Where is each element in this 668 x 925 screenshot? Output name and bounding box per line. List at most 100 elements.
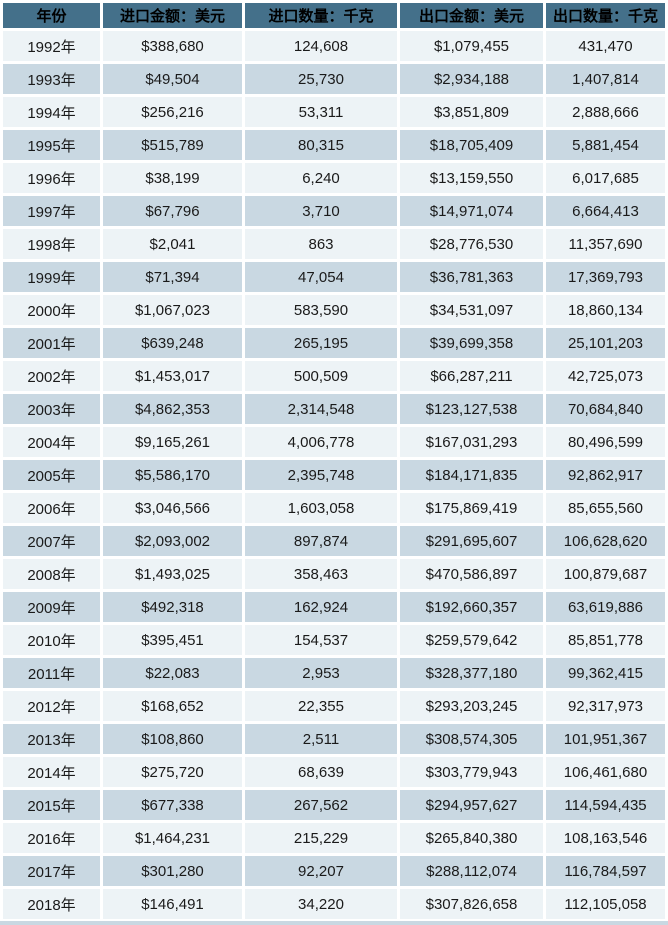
import-amount-cell: $515,789 [103,130,242,160]
column-header-import-amount: 进口金额：美元 [103,3,242,28]
import-amount-cell: $301,280 [103,856,242,886]
import-qty-cell: 267,562 [245,790,397,820]
import-qty-cell: 162,924 [245,592,397,622]
import-qty-cell: 2,511 [245,724,397,754]
table-row: 1994年 $256,216 53,311 $3,851,809 2,888,666 [3,97,665,127]
export-qty-cell: 2,888,666 [546,97,665,127]
export-amount-cell: $66,287,211 [400,361,543,391]
export-qty-cell: 114,594,435 [546,790,665,820]
import-qty-cell: 4,006,778 [245,427,397,457]
year-cell: 2006年 [3,493,100,523]
year-cell: 1995年 [3,130,100,160]
import-qty-cell: 2,395,748 [245,460,397,490]
table-row: 2018年 $146,491 34,220 $307,826,658 112,105,0… [3,889,665,919]
year-cell: 1994年 [3,97,100,127]
import-amount-cell: $677,338 [103,790,242,820]
export-amount-cell: $3,851,809 [400,97,543,127]
year-cell: 2014年 [3,757,100,787]
export-amount-cell: $307,826,658 [400,889,543,919]
export-amount-cell: $167,031,293 [400,427,543,457]
export-qty-cell: 108,163,546 [546,823,665,853]
import-qty-cell: 154,537 [245,625,397,655]
import-amount-cell: $108,860 [103,724,242,754]
export-qty-cell: 85,655,560 [546,493,665,523]
import-qty-cell: 1,603,058 [245,493,397,523]
import-qty-cell: 34,220 [245,889,397,919]
table-row: 1998年 $2,041 863 $28,776,530 11,357,690 [3,229,665,259]
export-amount-cell: $14,971,074 [400,196,543,226]
export-qty-cell: 80,496,599 [546,427,665,457]
import-amount-cell: $49,504 [103,64,242,94]
import-qty-cell: 6,240 [245,163,397,193]
import-amount-cell: $395,451 [103,625,242,655]
export-amount-cell: $1,079,455 [400,31,543,61]
table-row: 2002年 $1,453,017 500,509 $66,287,211 42,725,… [3,361,665,391]
header-row: 年份 进口金额：美元 进口数量：千克 出口金额：美元 出口数量：千克 [3,3,665,28]
export-amount-cell: $303,779,943 [400,757,543,787]
import-amount-cell: $2,041 [103,229,242,259]
year-cell: 2013年 [3,724,100,754]
import-amount-cell: $1,453,017 [103,361,242,391]
import-amount-cell: $5,586,170 [103,460,242,490]
year-cell: 1993年 [3,64,100,94]
import-qty-cell: 92,207 [245,856,397,886]
year-cell: 1999年 [3,262,100,292]
import-qty-cell: 22,355 [245,691,397,721]
export-amount-cell: $294,957,627 [400,790,543,820]
export-qty-cell: 18,860,134 [546,295,665,325]
import-amount-cell: $71,394 [103,262,242,292]
export-amount-cell: $175,869,419 [400,493,543,523]
import-qty-cell: 265,195 [245,328,397,358]
import-qty-cell: 25,730 [245,64,397,94]
export-amount-cell: $308,574,305 [400,724,543,754]
import-amount-cell: $146,491 [103,889,242,919]
year-cell: 2001年 [3,328,100,358]
export-qty-cell: 17,369,793 [546,262,665,292]
export-qty-cell: 1,407,814 [546,64,665,94]
export-amount-cell: $293,203,245 [400,691,543,721]
import-amount-cell: $492,318 [103,592,242,622]
table-row: 1997年 $67,796 3,710 $14,971,074 6,664,413 [3,196,665,226]
export-amount-cell: $192,660,357 [400,592,543,622]
table-row: 1999年 $71,394 47,054 $36,781,363 17,369,793 [3,262,665,292]
year-cell: 1998年 [3,229,100,259]
column-header-year: 年份 [3,3,100,28]
table-row: 2013年 $108,860 2,511 $308,574,305 101,951,36… [3,724,665,754]
export-amount-cell: $2,934,188 [400,64,543,94]
year-cell: 2010年 [3,625,100,655]
import-amount-cell: $38,199 [103,163,242,193]
table-row: 2014年 $275,720 68,639 $303,779,943 106,461,6… [3,757,665,787]
import-qty-cell: 358,463 [245,559,397,589]
import-qty-cell: 47,054 [245,262,397,292]
column-header-export-qty: 出口数量：千克 [546,3,665,28]
year-cell: 1996年 [3,163,100,193]
year-cell: 2000年 [3,295,100,325]
import-amount-cell: $639,248 [103,328,242,358]
export-amount-cell: $34,531,097 [400,295,543,325]
export-amount-cell: $184,171,835 [400,460,543,490]
table-row: 2016年 $1,464,231 215,229 $265,840,380 108,16… [3,823,665,853]
table-row: 2012年 $168,652 22,355 $293,203,245 92,317,97… [3,691,665,721]
export-qty-cell: 70,684,840 [546,394,665,424]
year-cell: 2016年 [3,823,100,853]
import-qty-cell: 897,874 [245,526,397,556]
table-row: 2010年 $395,451 154,537 $259,579,642 85,851,7… [3,625,665,655]
export-qty-cell: 99,362,415 [546,658,665,688]
import-amount-cell: $9,165,261 [103,427,242,457]
export-amount-cell: $39,699,358 [400,328,543,358]
import-amount-cell: $2,093,002 [103,526,242,556]
export-qty-cell: 100,879,687 [546,559,665,589]
table-row: 2008年 $1,493,025 358,463 $470,586,897 100,87… [3,559,665,589]
import-qty-cell: 124,608 [245,31,397,61]
column-header-import-qty: 进口数量：千克 [245,3,397,28]
export-qty-cell: 112,105,058 [546,889,665,919]
import-qty-cell: 53,311 [245,97,397,127]
year-cell: 2009年 [3,592,100,622]
import-qty-cell: 2,953 [245,658,397,688]
year-cell: 2017年 [3,856,100,886]
year-cell: 2018年 [3,889,100,919]
export-amount-cell: $265,840,380 [400,823,543,853]
year-cell: 2003年 [3,394,100,424]
import-amount-cell: $22,083 [103,658,242,688]
